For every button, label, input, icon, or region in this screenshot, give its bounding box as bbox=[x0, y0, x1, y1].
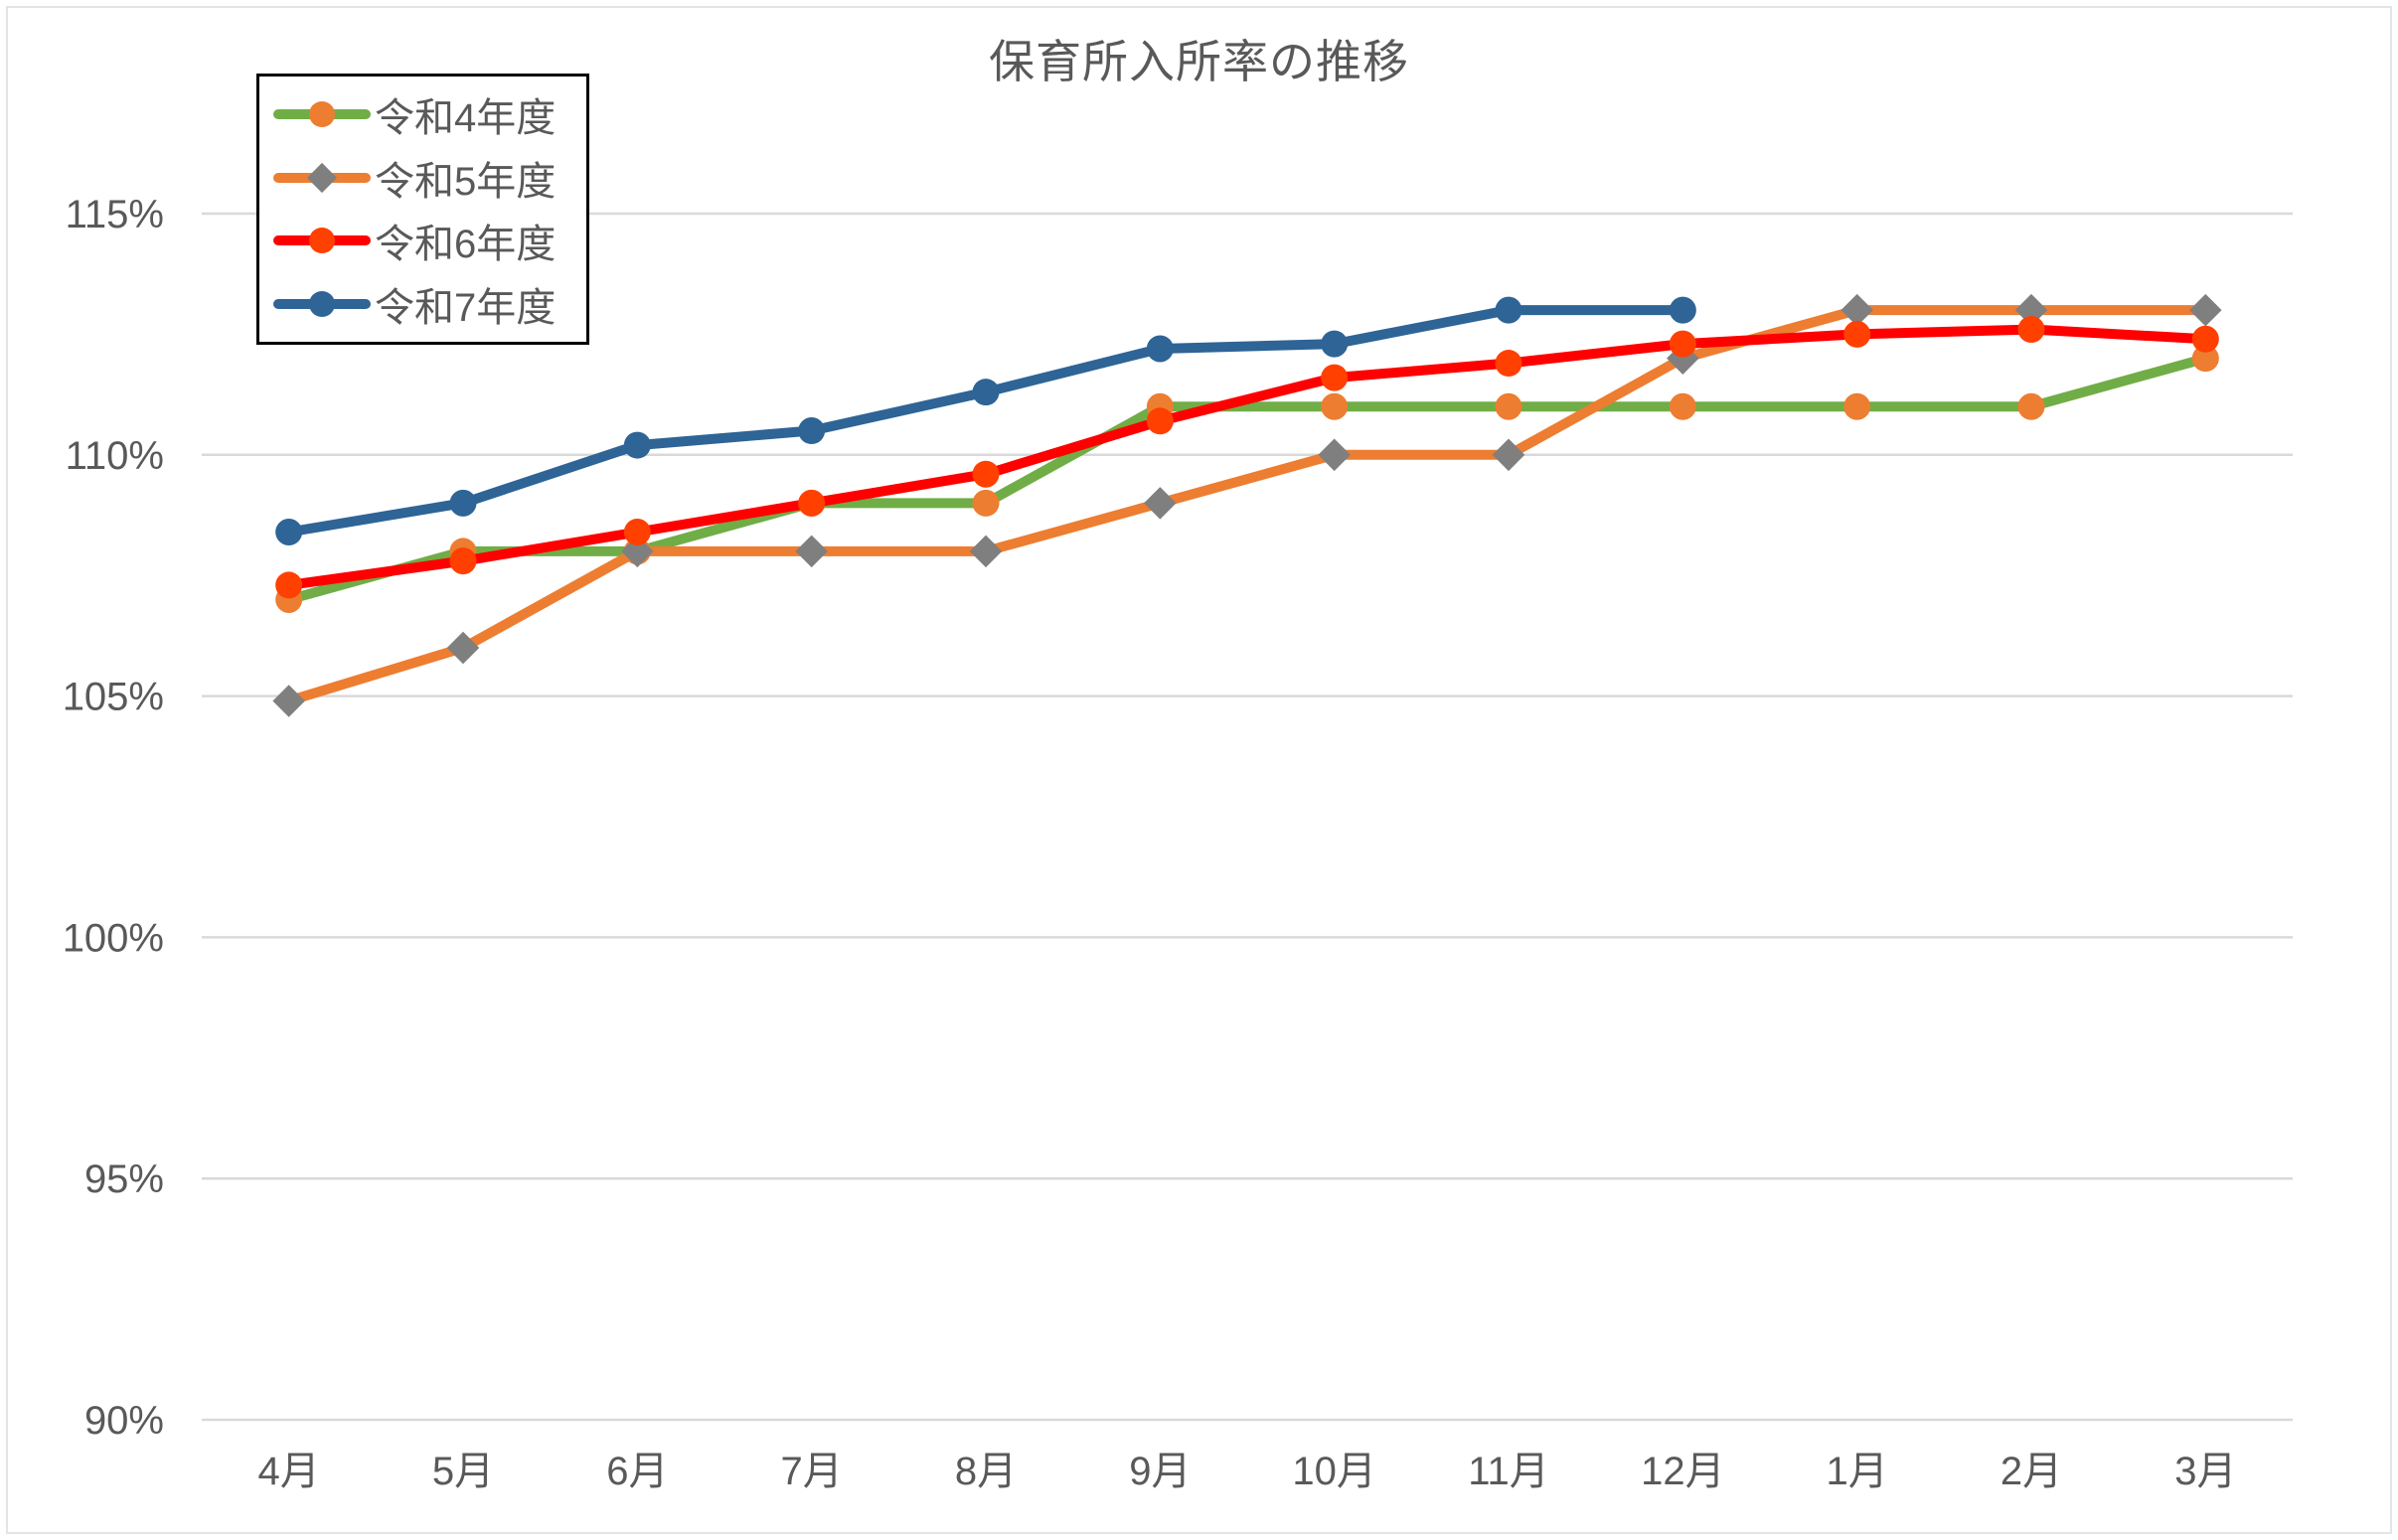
legend-label: 令和7年度 bbox=[375, 286, 557, 331]
x-tick-label: 12月 bbox=[1641, 1450, 1725, 1493]
series-marker-令和4年度 bbox=[1669, 392, 1696, 420]
y-tick-label: 100% bbox=[63, 916, 164, 960]
series-marker-令和6年度 bbox=[2017, 316, 2045, 344]
series-marker-令和5年度 bbox=[1144, 487, 1177, 520]
legend-item: 令和5年度 bbox=[273, 149, 586, 207]
series-marker-令和6年度 bbox=[1146, 407, 1174, 435]
series-marker-令和6年度 bbox=[2191, 325, 2219, 353]
series-marker-令和5年度 bbox=[1492, 438, 1525, 472]
series-marker-令和6年度 bbox=[798, 489, 826, 517]
legend-label: 令和6年度 bbox=[375, 223, 557, 267]
y-tick-label: 110% bbox=[66, 434, 164, 478]
y-tick-label: 95% bbox=[84, 1157, 164, 1201]
series-marker-令和4年度 bbox=[1321, 392, 1349, 420]
series-marker-令和5年度 bbox=[969, 535, 1003, 568]
series-marker-令和6年度 bbox=[623, 518, 651, 545]
series-marker-令和7年度 bbox=[798, 417, 826, 445]
series-line-令和6年度 bbox=[283, 324, 2211, 590]
legend-label: 令和5年度 bbox=[375, 159, 557, 204]
series-line-令和5年度 bbox=[283, 305, 2211, 706]
series-marker-令和4年度 bbox=[1495, 392, 1522, 420]
series-marker-令和5年度 bbox=[795, 535, 828, 568]
y-tick-label: 115% bbox=[66, 193, 164, 236]
x-tick-label: 11月 bbox=[1468, 1450, 1549, 1493]
series-marker-令和5年度 bbox=[1840, 293, 1873, 327]
x-tick-label: 6月 bbox=[606, 1450, 668, 1493]
legend-swatch-diamond-icon bbox=[273, 162, 371, 193]
series-marker-令和5年度 bbox=[272, 685, 305, 717]
legend-item: 令和4年度 bbox=[273, 85, 586, 143]
series-marker-令和7年度 bbox=[623, 431, 651, 459]
x-tick-label: 2月 bbox=[2000, 1450, 2062, 1493]
series-marker-令和4年度 bbox=[1843, 392, 1871, 420]
series-marker-令和7年度 bbox=[449, 489, 477, 517]
series-marker-令和4年度 bbox=[972, 489, 1000, 517]
series-marker-令和6年度 bbox=[1843, 320, 1871, 348]
legend-swatch-circle-icon bbox=[273, 100, 371, 127]
series-marker-令和4年度 bbox=[2191, 345, 2219, 373]
series-marker-令和7年度 bbox=[972, 379, 1000, 406]
series-marker-令和5年度 bbox=[621, 535, 654, 568]
series-marker-令和6年度 bbox=[1495, 350, 1522, 378]
series-marker-令和4年度 bbox=[2017, 392, 2045, 420]
series-marker-令和7年度 bbox=[275, 518, 303, 545]
x-tick-label: 7月 bbox=[781, 1450, 843, 1493]
series-marker-令和7年度 bbox=[1146, 335, 1174, 363]
series-marker-令和6年度 bbox=[449, 547, 477, 575]
series-marker-令和5年度 bbox=[2189, 293, 2222, 327]
series-marker-令和7年度 bbox=[1669, 296, 1696, 324]
series-marker-令和6年度 bbox=[972, 460, 1000, 488]
y-tick-label: 105% bbox=[63, 676, 164, 719]
series-line-令和4年度 bbox=[283, 353, 2211, 605]
legend-label: 令和4年度 bbox=[375, 95, 557, 140]
legend-swatch-circle-icon bbox=[273, 291, 371, 318]
x-tick-label: 5月 bbox=[432, 1450, 494, 1493]
series-marker-令和6年度 bbox=[275, 571, 303, 599]
series-marker-令和7年度 bbox=[1495, 296, 1522, 324]
chart-title: 保育所入所率の推移 bbox=[989, 36, 1409, 87]
legend-swatch-circle-icon bbox=[273, 228, 371, 254]
series-marker-令和6年度 bbox=[1321, 364, 1349, 391]
y-tick-label: 90% bbox=[84, 1399, 164, 1443]
legend-item: 令和7年度 bbox=[273, 275, 586, 333]
series-marker-令和7年度 bbox=[1321, 330, 1349, 358]
x-tick-label: 10月 bbox=[1292, 1450, 1376, 1493]
legend: 令和4年度令和5年度令和6年度令和7年度 bbox=[256, 74, 589, 345]
legend-item: 令和6年度 bbox=[273, 212, 586, 269]
x-tick-label: 9月 bbox=[1129, 1450, 1191, 1493]
x-tick-label: 3月 bbox=[2174, 1450, 2236, 1493]
x-tick-label: 1月 bbox=[1827, 1450, 1888, 1493]
series-marker-令和5年度 bbox=[446, 631, 480, 665]
series-marker-令和6年度 bbox=[1669, 330, 1696, 358]
series-marker-令和5年度 bbox=[1318, 438, 1351, 472]
x-tick-label: 8月 bbox=[955, 1450, 1017, 1493]
x-tick-label: 4月 bbox=[258, 1450, 320, 1493]
